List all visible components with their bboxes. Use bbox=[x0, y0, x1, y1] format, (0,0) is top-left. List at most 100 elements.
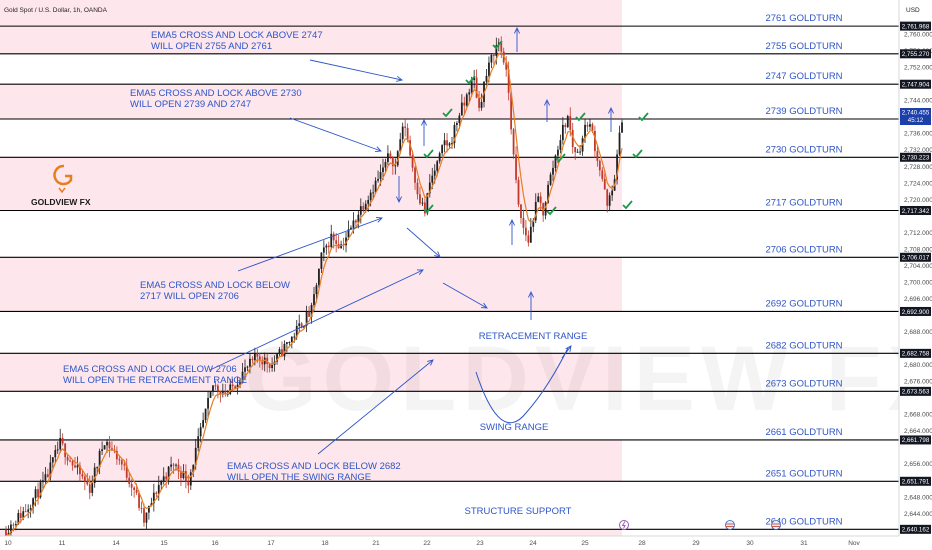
candle-body bbox=[288, 341, 291, 343]
candle-body bbox=[56, 449, 59, 451]
x-tick-label: 15 bbox=[160, 540, 168, 547]
level-badge bbox=[900, 49, 931, 59]
candle-body bbox=[374, 180, 377, 193]
candle-body bbox=[433, 170, 436, 176]
candle-body bbox=[517, 179, 520, 205]
candle-body bbox=[396, 151, 399, 166]
candle-body bbox=[224, 392, 227, 395]
check-icon bbox=[575, 112, 586, 122]
candle-body bbox=[596, 151, 599, 161]
symbol-title: Gold Spot / U.S. Dollar, 1h, OANDA bbox=[4, 7, 108, 14]
candle-body bbox=[219, 391, 222, 395]
candle-body bbox=[561, 124, 564, 141]
candle-body bbox=[197, 436, 200, 448]
candle-body bbox=[419, 194, 421, 204]
candle-body bbox=[463, 102, 466, 106]
annotation-text: WILL OPEN THE RETRACEMENT RANGE bbox=[63, 375, 247, 386]
candle-body bbox=[120, 460, 123, 465]
candle-body bbox=[557, 149, 559, 156]
level-badge-text: 2,755.270 bbox=[902, 51, 930, 58]
candle-body bbox=[603, 179, 606, 190]
x-tick-label: 10 bbox=[4, 540, 12, 547]
candle-body bbox=[81, 474, 84, 477]
candle-body bbox=[10, 524, 12, 534]
y-tick-label: 2,760.000 bbox=[904, 32, 932, 39]
candle-body bbox=[426, 193, 429, 214]
level-badge-text: 2,730.223 bbox=[902, 155, 930, 162]
check-icon bbox=[492, 40, 503, 50]
x-tick-label: 16 bbox=[211, 540, 219, 547]
annotation-text: EMA5 CROSS AND LOCK ABOVE 2747 bbox=[151, 30, 323, 41]
candle-body bbox=[559, 140, 562, 150]
candle-body bbox=[448, 143, 451, 146]
arrow-icon bbox=[289, 117, 382, 152]
us-flag-icon bbox=[771, 520, 781, 530]
candle-body bbox=[352, 220, 355, 228]
candle-body bbox=[276, 353, 278, 362]
candle-body bbox=[160, 481, 163, 485]
candle-body bbox=[59, 437, 62, 450]
y-tick-label: 2,676.000 bbox=[904, 379, 932, 386]
price-axis[interactable]: USD 2,760.0002,756.0002,752.0002,744.000… bbox=[898, 0, 932, 550]
candle-body bbox=[83, 476, 86, 482]
candle-body bbox=[172, 464, 175, 466]
candle-body bbox=[571, 129, 574, 148]
x-tick-label: 29 bbox=[692, 540, 700, 547]
level-badge bbox=[900, 476, 931, 486]
x-tick-label: 31 bbox=[800, 540, 808, 547]
candle-body bbox=[492, 55, 495, 57]
candle-body bbox=[167, 466, 170, 480]
candle-body bbox=[387, 153, 389, 163]
x-tick-label: 18 bbox=[321, 540, 329, 547]
candle-body bbox=[271, 364, 274, 369]
annotation-text: EMA5 CROSS AND LOCK BELOW 2682 bbox=[227, 461, 401, 472]
candle-body bbox=[480, 101, 483, 108]
level-badge-text: 2,747.904 bbox=[902, 82, 930, 89]
level-badge-text: 2,717.342 bbox=[902, 208, 930, 215]
y-tick-label: 2,688.000 bbox=[904, 329, 932, 336]
check-icon bbox=[465, 75, 476, 85]
candle-body bbox=[101, 449, 103, 452]
check-icon bbox=[423, 204, 434, 214]
y-tick-label: 2,664.000 bbox=[904, 428, 932, 435]
level-label: 2730 GOLDTURN bbox=[765, 144, 842, 155]
zone-label: SWING RANGE bbox=[480, 422, 549, 433]
candle-body bbox=[202, 420, 205, 428]
candle-body bbox=[234, 386, 237, 389]
candle-body bbox=[322, 247, 325, 253]
candle-body bbox=[258, 356, 261, 361]
candle-body bbox=[515, 154, 517, 180]
candle-body bbox=[236, 384, 239, 389]
time-axis[interactable]: 10 11 14 15 16 17 18 21 22 23 24 25 28 29 30 31 Nov bbox=[0, 535, 932, 550]
annotation-text: WILL OPEN 2739 AND 2747 bbox=[130, 99, 251, 110]
candle-body bbox=[128, 477, 131, 484]
future-area bbox=[622, 0, 899, 536]
arrow-icon bbox=[237, 217, 383, 272]
level-label: 2717 GOLDTURN bbox=[765, 197, 842, 208]
candle-body bbox=[443, 140, 446, 146]
y-tick-label: 2,732.000 bbox=[904, 147, 932, 154]
level-badge-text: 2,640.162 bbox=[902, 527, 930, 534]
level-label: 2755 GOLDTURN bbox=[765, 41, 842, 52]
candle-body bbox=[423, 202, 426, 214]
candle-body bbox=[574, 147, 577, 153]
y-tick-label: 2,644.000 bbox=[904, 511, 932, 518]
candle-body bbox=[525, 227, 527, 236]
annotation-text: EMA5 CROSS AND LOCK ABOVE 2730 bbox=[130, 88, 302, 99]
candle-body bbox=[327, 245, 330, 248]
candle-body bbox=[621, 122, 623, 133]
event-icons[interactable] bbox=[619, 520, 781, 530]
candle-body bbox=[320, 252, 323, 269]
candle-body bbox=[305, 311, 308, 326]
candle-body bbox=[569, 116, 572, 130]
y-tick-label: 2,752.000 bbox=[904, 65, 932, 72]
candle-body bbox=[478, 97, 480, 108]
level-label: 2706 GOLDTURN bbox=[765, 244, 842, 255]
candle-body bbox=[500, 42, 503, 52]
candle-body bbox=[357, 214, 360, 223]
candle-body bbox=[473, 77, 476, 81]
currency-label: USD bbox=[906, 7, 920, 14]
candle-body bbox=[256, 353, 259, 357]
arrow-head bbox=[527, 290, 535, 298]
